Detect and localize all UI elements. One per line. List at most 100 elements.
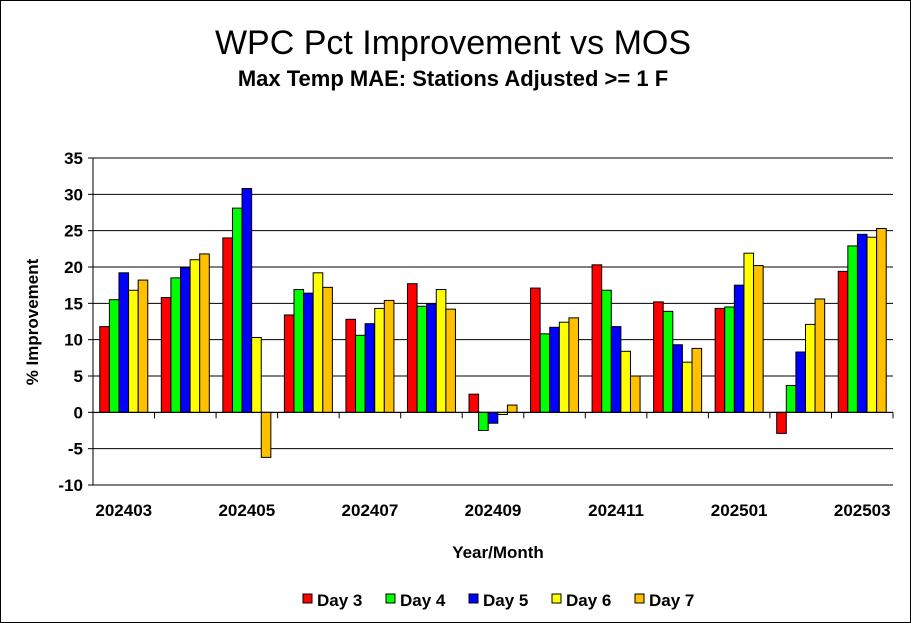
y-tick-label: 10: [64, 331, 83, 350]
legend-label: Day 7: [649, 591, 694, 610]
bar-day-7: [137, 279, 149, 413]
bar-day-5: [672, 344, 683, 413]
bar-day-4: [293, 289, 305, 413]
bar-day-6: [620, 350, 631, 413]
x-tick-labels: 202403 202405 202407 202409 202411 202501 2025…: [95, 501, 890, 520]
bar-day-4: [847, 245, 858, 413]
chart-subtitle: Max Temp MAE: Stations Adjusted >= 1 F: [238, 66, 668, 91]
y-tick-label: 0: [74, 403, 83, 422]
bar-day-7: [691, 347, 703, 413]
bar-day-3: [714, 307, 726, 413]
legend-swatch: [634, 593, 645, 604]
bar-day-6: [558, 321, 570, 413]
bar-day-3: [283, 314, 295, 413]
bar-day-6: [866, 236, 878, 413]
chart-title: WPC Pct Improvement vs MOS: [215, 24, 691, 62]
bar-day-7: [753, 265, 764, 413]
legend-swatch: [551, 593, 562, 604]
bar-day-3: [530, 287, 541, 413]
bar-day-4: [785, 384, 797, 413]
bar-day-4: [662, 310, 674, 413]
x-tick-label: 202411: [588, 501, 644, 520]
bar-day-3: [345, 318, 357, 413]
y-tick-label: -10: [58, 476, 83, 495]
x-axis-label: Year/Month: [452, 543, 544, 562]
bar-day-7: [629, 375, 641, 413]
bar-day-7: [445, 308, 456, 413]
bar-day-6: [743, 252, 755, 413]
bar-day-6: [251, 336, 262, 413]
bar-day-6: [804, 323, 816, 413]
bar-day-4: [170, 277, 182, 413]
y-tick-label: 25: [64, 222, 83, 241]
bar-day-5: [610, 326, 622, 413]
bar-day-5: [241, 188, 253, 413]
x-tick-label: 202501: [711, 501, 768, 520]
bar-day-3: [591, 264, 603, 413]
legend: Day 3 Day 4 Day 5 Day 6 Day 7: [302, 591, 694, 610]
bar-day-7: [199, 253, 210, 413]
x-tick-label: 202409: [465, 501, 522, 520]
y-axis-label: % Improvement: [23, 258, 42, 385]
bar-day-5: [180, 267, 191, 413]
bar-day-3: [99, 326, 110, 413]
bar-day-6: [189, 259, 201, 413]
bar-day-5: [364, 323, 376, 413]
legend-label: Day 4: [400, 591, 446, 610]
y-tick-label: 20: [64, 258, 83, 277]
bar-day-4: [108, 299, 120, 413]
bar-day-3: [837, 270, 849, 413]
bar-day-6: [312, 272, 324, 413]
bar-day-3: [468, 393, 480, 413]
bar-day-7: [814, 298, 826, 413]
bar-day-4: [231, 207, 243, 413]
y-tick-label: 15: [64, 294, 83, 313]
bar-day-4: [478, 411, 489, 431]
x-tick-label: 202503: [834, 501, 891, 520]
bar-series: [99, 188, 887, 458]
bar-day-5: [733, 284, 745, 413]
bar-day-7: [322, 286, 333, 413]
axes: [92, 158, 894, 485]
y-tick-label: 5: [74, 367, 83, 386]
bar-day-4: [539, 333, 551, 413]
bar-day-6: [374, 307, 385, 413]
bar-day-7: [876, 227, 887, 413]
y-tick-label: -5: [68, 440, 83, 459]
bar-day-5: [795, 351, 806, 413]
x-tick-label: 202403: [95, 501, 152, 520]
bar-day-6: [435, 289, 447, 413]
legend-label: Day 5: [483, 591, 528, 610]
bar-day-7: [260, 411, 272, 458]
bar-day-3: [406, 283, 418, 413]
y-tick-label: 35: [64, 149, 83, 168]
bar-day-6: [681, 361, 693, 413]
bar-day-5: [426, 303, 437, 413]
legend-label: Day 3: [317, 591, 362, 610]
legend-swatch: [468, 593, 479, 604]
bar-day-5: [118, 272, 130, 413]
x-tick-label: 202405: [218, 501, 275, 520]
bar-day-7: [383, 299, 395, 413]
bar-day-3: [653, 301, 664, 413]
bar-day-4: [724, 306, 735, 413]
bar-day-5: [549, 326, 560, 413]
legend-label: Day 6: [566, 591, 611, 610]
bar-day-4: [601, 289, 612, 413]
legend-swatch: [385, 593, 396, 604]
bar-day-4: [355, 334, 366, 413]
bar-day-5: [487, 411, 499, 424]
bar-day-3: [160, 297, 172, 413]
bar-day-5: [856, 233, 868, 413]
bar-day-5: [303, 292, 314, 413]
bar-day-4: [416, 305, 428, 413]
x-tick-label: 202407: [342, 501, 399, 520]
bar-day-6: [128, 289, 139, 413]
bar-day-3: [222, 237, 233, 413]
y-tick-labels: 35 30 25 20 15 10 5 0 -5 -10: [58, 149, 83, 495]
bar-day-3: [776, 411, 787, 434]
bar-day-7: [506, 404, 518, 413]
legend-swatch: [302, 593, 313, 604]
bar-day-7: [568, 317, 580, 413]
